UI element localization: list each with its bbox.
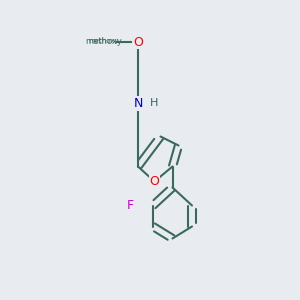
Text: O: O <box>133 35 143 49</box>
Text: N: N <box>133 97 143 110</box>
Text: methoxy: methoxy <box>85 37 122 46</box>
Text: methoxy: methoxy <box>88 38 119 44</box>
Text: O: O <box>150 175 159 188</box>
Text: F: F <box>127 199 134 212</box>
Text: H: H <box>150 98 159 108</box>
